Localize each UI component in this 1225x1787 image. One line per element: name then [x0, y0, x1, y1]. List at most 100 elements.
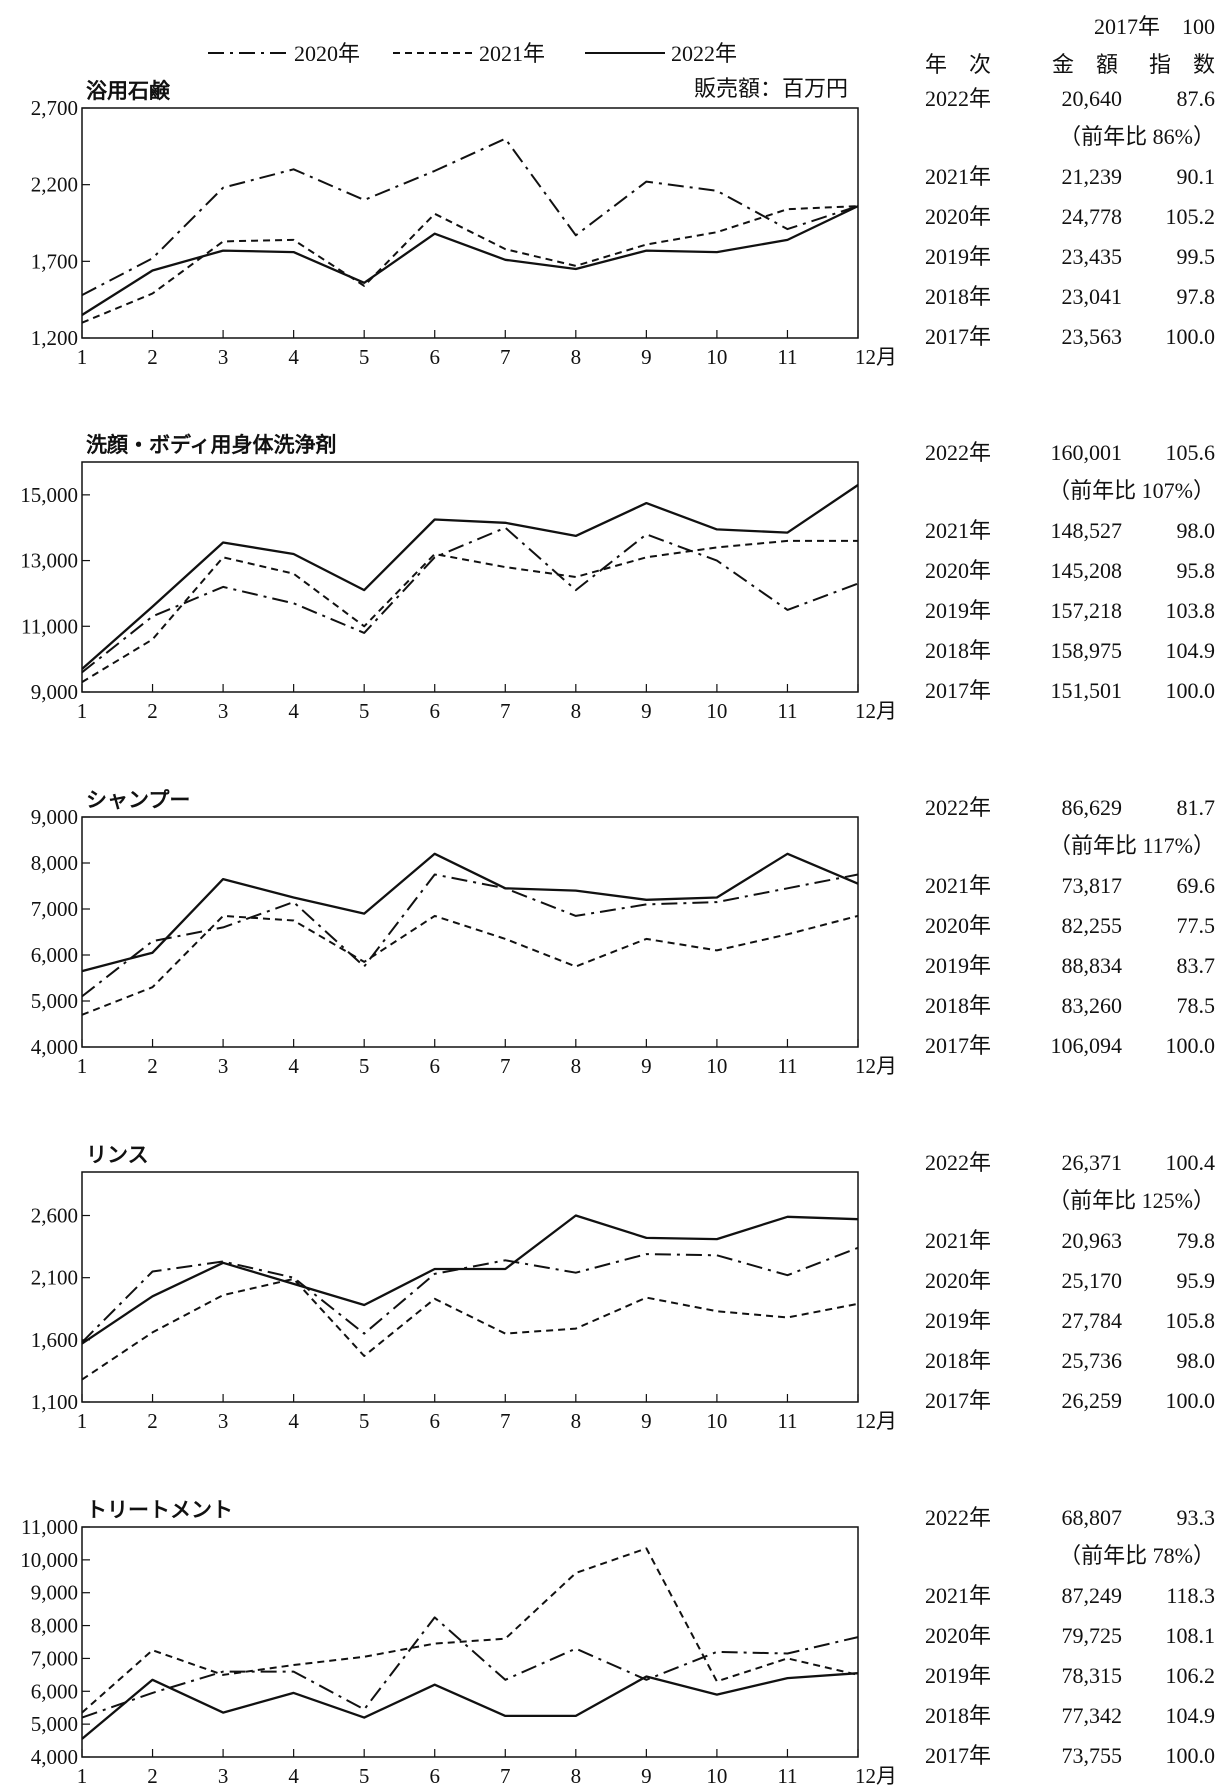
x-tick-label: 3: [218, 1054, 229, 1078]
table-year: 2018年: [925, 1703, 991, 1728]
y-tick-label: 6,000: [31, 943, 78, 967]
x-tick-label: 6: [429, 699, 440, 723]
table-amount: 24,778: [1062, 204, 1123, 229]
table-index: 95.8: [1177, 558, 1216, 583]
table-year: 2020年: [925, 1268, 991, 1293]
x-tick-label: 5: [359, 1764, 370, 1787]
x-tick-label: 4: [288, 1054, 299, 1078]
table-amount: 151,501: [1051, 678, 1123, 703]
table-year: 2022年: [925, 86, 991, 111]
series-line-solid: [81, 205, 859, 316]
table-year: 2019年: [925, 598, 991, 623]
table-amount: 145,208: [1051, 558, 1123, 583]
y-tick-label: 4,000: [31, 1035, 78, 1059]
series-line-solid: [81, 484, 859, 670]
table-amount: 73,755: [1062, 1743, 1123, 1768]
table-header: 2017年 100 年 次 金 額 指 数: [925, 14, 1215, 77]
x-tick-label: 9: [641, 1054, 652, 1078]
x-tick-label: 8: [571, 345, 582, 369]
x-tick-label: 6: [429, 1409, 440, 1433]
table-index: 83.7: [1177, 953, 1216, 978]
x-tick-label: 1: [77, 345, 88, 369]
y-tick-label: 9,000: [31, 1581, 78, 1605]
table-index: 95.9: [1177, 1268, 1216, 1293]
table-year: 2017年: [925, 1033, 991, 1058]
chart-panel-5: トリートメント 4,000 5,000 6,000 7,000 8,000 9,000 10,…: [20, 1498, 1215, 1787]
x-tick-label: 7: [500, 1409, 511, 1433]
x-tick-label: 5: [359, 1409, 370, 1433]
table-index: 98.0: [1177, 1348, 1216, 1373]
table-index: 105.2: [1166, 204, 1216, 229]
x-tick-label: 12月: [855, 1054, 897, 1078]
table-year: 2021年: [925, 1228, 991, 1253]
table-amount: 26,371: [1062, 1150, 1123, 1175]
series-line-dashdot: [81, 526, 859, 674]
x-tick-label: 4: [288, 1764, 299, 1787]
x-tick-label: 6: [429, 1764, 440, 1787]
y-tick-label: 1,600: [31, 1328, 78, 1352]
y-tick-label: 6,000: [31, 1679, 78, 1703]
table-amount: 68,807: [1062, 1505, 1123, 1530]
table-yoy-note: （前年比 86%）: [1059, 124, 1215, 149]
stats-table-2: 2022年 160,001 105.6 （前年比 107%） 2021年 148,527 9…: [925, 440, 1215, 703]
table-index: 77.5: [1177, 913, 1216, 938]
table-year: 2021年: [925, 518, 991, 543]
y-tick-label: 11,000: [21, 1515, 78, 1539]
table-index: 108.1: [1166, 1623, 1216, 1648]
series-line-dashed: [81, 1277, 859, 1381]
table-amount: 23,435: [1062, 244, 1123, 269]
table-year: 2020年: [925, 204, 991, 229]
table-amount: 20,640: [1062, 86, 1123, 111]
x-tick-label: 3: [218, 1409, 229, 1433]
x-tick-label: 6: [429, 1054, 440, 1078]
series-line-solid: [81, 1672, 859, 1740]
y-tick-label: 2,700: [31, 96, 78, 120]
table-index: 69.6: [1177, 873, 1216, 898]
x-tick-label: 6: [429, 345, 440, 369]
table-index: 100.0: [1166, 324, 1216, 349]
table-year: 2017年: [925, 324, 991, 349]
y-tick-label: 4,000: [31, 1745, 78, 1769]
table-year: 2022年: [925, 795, 991, 820]
y-tick-label: 13,000: [20, 549, 78, 573]
table-index: 97.8: [1177, 284, 1216, 309]
table-index: 103.8: [1166, 598, 1216, 623]
x-tick-label: 9: [641, 699, 652, 723]
y-tick-label: 9,000: [31, 680, 78, 704]
chart-title: 洗顔・ボディ用身体洗浄剤: [86, 433, 337, 457]
table-amount: 25,736: [1062, 1348, 1123, 1373]
table-year: 2022年: [925, 1150, 991, 1175]
x-tick-label: 4: [288, 345, 299, 369]
table-year: 2022年: [925, 440, 991, 465]
table-year: 2017年: [925, 678, 991, 703]
x-tick-label: 12月: [855, 345, 897, 369]
series-line-dashdot: [81, 873, 859, 998]
table-amount: 83,260: [1062, 993, 1123, 1018]
table-amount: 27,784: [1062, 1308, 1123, 1333]
y-tick-label: 2,600: [31, 1204, 78, 1228]
table-amount: 86,629: [1062, 795, 1123, 820]
y-tick-label: 8,000: [31, 851, 78, 875]
x-tick-label: 1: [77, 1764, 88, 1787]
x-tick-label: 8: [571, 699, 582, 723]
table-amount: 157,218: [1051, 598, 1123, 623]
series-line-dashdot: [81, 137, 859, 296]
table-amount: 25,170: [1062, 1268, 1123, 1293]
table-index: 100.4: [1166, 1150, 1216, 1175]
legend-label: 2022年: [671, 41, 737, 66]
table-year: 2021年: [925, 164, 991, 189]
x-tick-label: 12月: [855, 1409, 897, 1433]
x-tick-label: 4: [288, 1409, 299, 1433]
y-tick-label: 5,000: [31, 989, 78, 1013]
x-tick-label: 11: [777, 1764, 797, 1787]
table-year: 2022年: [925, 1505, 991, 1530]
table-index: 100.0: [1166, 678, 1216, 703]
y-tick-label: 9,000: [31, 805, 78, 829]
chart-title: トリートメント: [86, 1498, 233, 1522]
table-index: 99.5: [1177, 244, 1216, 269]
y-tick-label: 2,100: [31, 1266, 78, 1290]
chart-panel-1: 浴用石鹸 1,200 1,700 2,200 2,700 1 2 3 4 5 6 7 8 9 10 11 12月…: [31, 79, 1215, 369]
table-amount: 23,563: [1062, 324, 1123, 349]
table-year: 2018年: [925, 638, 991, 663]
